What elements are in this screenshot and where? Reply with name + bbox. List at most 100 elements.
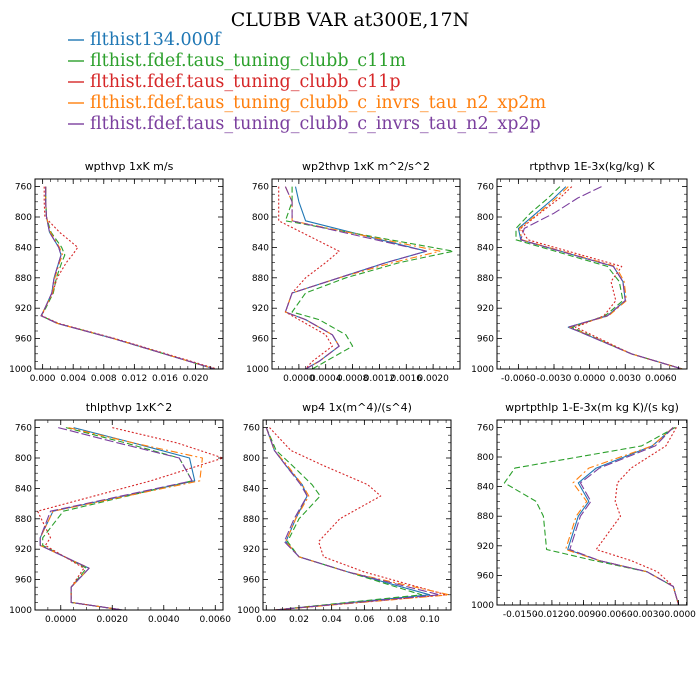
x-tick-label: 0.0060 bbox=[645, 374, 677, 384]
y-tick-label: 800 bbox=[15, 454, 32, 464]
figure-title: CLUBB VAR at300E,17N bbox=[231, 9, 470, 31]
y-tick-label: 1000 bbox=[246, 365, 269, 375]
y-tick-label: 760 bbox=[15, 183, 32, 193]
legend-label: flthist.fdef.taus_tuning_clubb_c_invrs_t… bbox=[90, 93, 547, 113]
x-tick-label: 0.0020 bbox=[97, 615, 129, 625]
series-line bbox=[40, 186, 215, 369]
y-tick-label: 960 bbox=[15, 576, 32, 586]
axes-frame bbox=[34, 178, 224, 370]
y-tick-label: 760 bbox=[477, 423, 494, 433]
panel-title: wp4 1x(m^4)/(s^4) bbox=[302, 401, 412, 414]
x-tick-label: 0.0030 bbox=[610, 374, 642, 384]
chart-panel: wpthvp 1xK m/s76080084088092096010000.00… bbox=[9, 160, 224, 384]
series-line bbox=[40, 186, 215, 369]
series-line bbox=[39, 427, 193, 610]
series-line bbox=[284, 186, 441, 369]
series-line bbox=[40, 186, 215, 369]
legend-label: flthist.fdef.taus_tuning_clubb_c11m bbox=[90, 51, 406, 71]
series-line bbox=[39, 427, 196, 610]
y-tick-label: 840 bbox=[477, 483, 494, 493]
x-tick-label: -0.0060 bbox=[598, 610, 633, 620]
y-tick-label: 1000 bbox=[471, 601, 494, 611]
panel-title: wprtpthlp 1-E-3x(m kg K)/(s kg) bbox=[505, 401, 679, 414]
x-tick-label: 0.0004 bbox=[310, 374, 342, 384]
series-line bbox=[517, 186, 683, 369]
chart-panel: thlpthvp 1xK^2 760 800 840 880 920 960 1000 0.00… bbox=[9, 401, 231, 625]
y-tick-label: 920 bbox=[477, 542, 494, 552]
legend: flthist134.000fflthist.fdef.taus_tuning_… bbox=[68, 30, 547, 134]
axes-frame bbox=[496, 419, 688, 606]
y-tick-label: 760 bbox=[243, 424, 260, 434]
y-tick-label: 880 bbox=[477, 512, 494, 522]
panel-title: wpthvp 1xK m/s bbox=[85, 160, 174, 173]
legend-label: flthist.fdef.taus_tuning_clubb_c11p bbox=[90, 72, 401, 92]
x-tick-label: 0.06 bbox=[354, 615, 374, 625]
chart-panel: wprtpthlp 1-E-3x(m kg K)/(s kg) 760 800 840… bbox=[471, 401, 696, 620]
series-line bbox=[519, 186, 683, 369]
x-tick-label: 0.020 bbox=[183, 374, 209, 384]
y-tick-label: 1000 bbox=[471, 365, 494, 375]
y-tick-label: 880 bbox=[252, 274, 269, 284]
series-line bbox=[520, 186, 683, 369]
x-tick-label: 0.004 bbox=[60, 374, 86, 384]
chart-panel: wp4 1x(m^4)/(s^4)76080084088092096010000… bbox=[237, 401, 452, 625]
x-tick-label: -0.0090 bbox=[566, 610, 601, 620]
axes-frame bbox=[262, 419, 452, 611]
y-tick-label: 800 bbox=[252, 213, 269, 223]
x-tick-label: 0.0000 bbox=[45, 615, 77, 625]
chart-panel: wp2thvp 1xK m^2/s^2 760 800 840 880 920 960 100… bbox=[246, 160, 461, 384]
x-tick-label: 0.02 bbox=[289, 615, 309, 625]
y-tick-label: 1000 bbox=[9, 365, 32, 375]
series-line bbox=[520, 186, 683, 369]
x-tick-label: 0.0000 bbox=[283, 374, 315, 384]
x-tick-label: 0.0008 bbox=[337, 374, 369, 384]
y-tick-label: 1000 bbox=[9, 606, 32, 616]
chart-panel: rtpthvp 1E-3x(kg/kg) K 760 800 840 880 920 960… bbox=[471, 160, 688, 384]
y-tick-label: 840 bbox=[243, 484, 260, 494]
axes-frame bbox=[271, 178, 461, 370]
x-tick-label: -0.0030 bbox=[630, 610, 665, 620]
y-tick-label: 840 bbox=[15, 243, 32, 253]
series-line bbox=[284, 186, 427, 369]
legend-label: flthist.fdef.taus_tuning_clubb_c_invrs_t… bbox=[90, 114, 541, 134]
y-tick-label: 880 bbox=[243, 515, 260, 525]
series-line bbox=[284, 186, 454, 369]
y-tick-label: 840 bbox=[477, 243, 494, 253]
axes-frame bbox=[34, 419, 224, 611]
series-line bbox=[265, 427, 431, 610]
y-tick-label: 1000 bbox=[237, 606, 260, 616]
series-line bbox=[503, 426, 680, 605]
x-tick-label: -0.0150 bbox=[503, 610, 538, 620]
y-tick-label: 920 bbox=[15, 304, 32, 314]
y-tick-label: 920 bbox=[243, 545, 260, 555]
y-tick-label: 880 bbox=[15, 515, 32, 525]
series-line bbox=[265, 427, 441, 610]
y-tick-label: 800 bbox=[243, 454, 260, 464]
y-tick-label: 880 bbox=[477, 274, 494, 284]
x-tick-label: 0.0060 bbox=[200, 615, 232, 625]
x-tick-label: 0.0040 bbox=[148, 615, 180, 625]
series-line bbox=[565, 426, 680, 605]
legend-label: flthist134.000f bbox=[90, 30, 222, 50]
series-line bbox=[265, 427, 450, 610]
y-tick-label: 800 bbox=[477, 213, 494, 223]
x-tick-label: 0.012 bbox=[121, 374, 147, 384]
panel-title: thlpthvp 1xK^2 bbox=[86, 401, 173, 414]
x-tick-label: 0.10 bbox=[420, 615, 440, 625]
series-line bbox=[41, 186, 218, 369]
x-tick-label: 0.000 bbox=[30, 374, 56, 384]
series-line bbox=[42, 427, 193, 610]
y-tick-label: 960 bbox=[477, 335, 494, 345]
series-line bbox=[567, 426, 680, 605]
y-tick-label: 800 bbox=[477, 453, 494, 463]
x-tick-label: 0.08 bbox=[387, 615, 407, 625]
y-tick-label: 920 bbox=[252, 304, 269, 314]
axes-frame bbox=[496, 178, 688, 370]
series-line bbox=[595, 427, 680, 605]
x-tick-label: 0.0016 bbox=[391, 374, 423, 384]
x-tick-label: -0.0120 bbox=[535, 610, 570, 620]
series-line bbox=[37, 427, 223, 610]
y-tick-label: 920 bbox=[15, 545, 32, 555]
y-tick-label: 880 bbox=[15, 274, 32, 284]
